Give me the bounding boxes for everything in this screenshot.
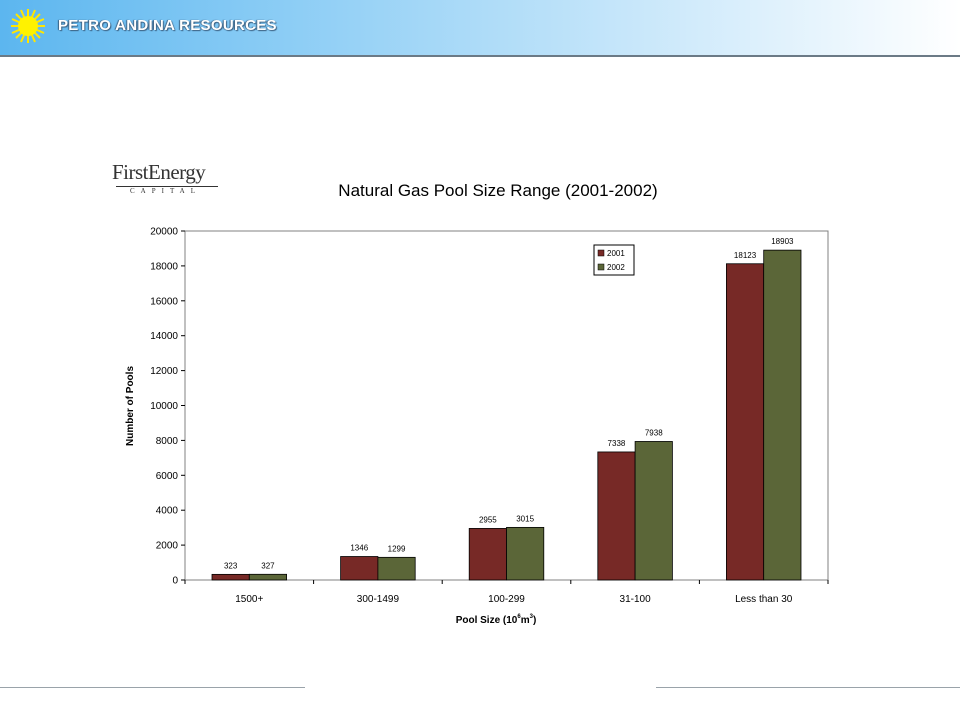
x-tick-label: 300-1499	[357, 594, 400, 605]
x-tick-label: 100-299	[488, 594, 525, 605]
header-divider	[0, 55, 960, 57]
bar-2002	[634, 441, 673, 581]
data-label: 323	[224, 561, 238, 570]
x-axis-label-sup2: 3	[530, 614, 534, 620]
logo-rule	[116, 186, 218, 187]
x-axis-label-main: Pool Size (10	[456, 615, 518, 626]
legend-label-2002: 2002	[607, 263, 625, 272]
y-tick-label: 6000	[156, 471, 179, 482]
footer-line-left	[0, 687, 305, 688]
x-axis-label-unit: m	[521, 615, 530, 626]
company-name: PETRO ANDINA RESOURCES	[58, 17, 277, 34]
plot-area	[184, 230, 829, 581]
x-tick-label: Less than 30	[735, 594, 793, 605]
data-label: 18903	[771, 237, 794, 246]
bar-2002	[248, 573, 287, 581]
firstenergy-logo: FirstEnergy CAPITAL	[112, 160, 222, 200]
x-axis-label-end: )	[533, 615, 536, 626]
x-tick-label: 1500+	[235, 594, 263, 605]
y-tick-label: 20000	[150, 227, 178, 238]
bar-2002	[506, 526, 545, 581]
data-label: 7338	[608, 439, 626, 448]
data-label: 7938	[645, 428, 663, 437]
y-tick-label: 4000	[156, 506, 179, 517]
y-tick-label: 2000	[156, 541, 179, 552]
legend-label-2001: 2001	[607, 249, 625, 258]
bar-2001	[340, 556, 379, 581]
y-tick-label: 0	[172, 576, 178, 587]
header-banner	[0, 0, 960, 55]
bar-2001	[726, 263, 765, 581]
y-tick-label: 14000	[150, 331, 178, 342]
legend: 2001 2002	[593, 244, 635, 276]
data-label: 2955	[479, 515, 497, 524]
logo-main-text: FirstEnergy	[112, 160, 206, 184]
y-tick-label: 16000	[150, 296, 178, 307]
legend-swatch-2001	[597, 249, 605, 257]
footer-line-right	[656, 687, 960, 688]
y-axis: 0 2000 4000 6000 8000 10000 12000 14000 16000 180…	[150, 227, 185, 587]
data-label: 3015	[516, 514, 534, 523]
chart-title: Natural Gas Pool Size Range (2001-2002)	[338, 181, 657, 200]
bar-2001	[597, 451, 636, 581]
bars-group: 323 327 1346 1299 2955 3015 7338 7938 18123 18903	[211, 237, 802, 581]
y-tick-label: 10000	[150, 401, 178, 412]
bar-2002	[763, 249, 802, 581]
bar-2002	[377, 556, 416, 581]
sun-icon	[11, 9, 45, 43]
bar-2001	[211, 573, 250, 581]
y-tick-label: 18000	[150, 261, 178, 272]
data-label: 1299	[388, 544, 406, 553]
y-tick-label: 12000	[150, 366, 178, 377]
logo-sub-text: CAPITAL	[130, 187, 201, 195]
legend-swatch-2002	[597, 263, 605, 271]
data-label: 18123	[734, 251, 757, 260]
x-tick-label: 31-100	[620, 594, 652, 605]
x-axis: 1500+ 300-1499 100-299 31-100 Less than 30	[184, 580, 829, 605]
y-tick-label: 8000	[156, 436, 179, 447]
x-axis-label: Pool Size (106m3)	[456, 614, 537, 626]
data-label: 1346	[350, 544, 368, 553]
data-label: 327	[261, 561, 275, 570]
bar-2001	[468, 528, 507, 581]
y-axis-label: Number of Pools	[125, 366, 136, 446]
x-axis-label-sup1: 6	[517, 614, 521, 620]
